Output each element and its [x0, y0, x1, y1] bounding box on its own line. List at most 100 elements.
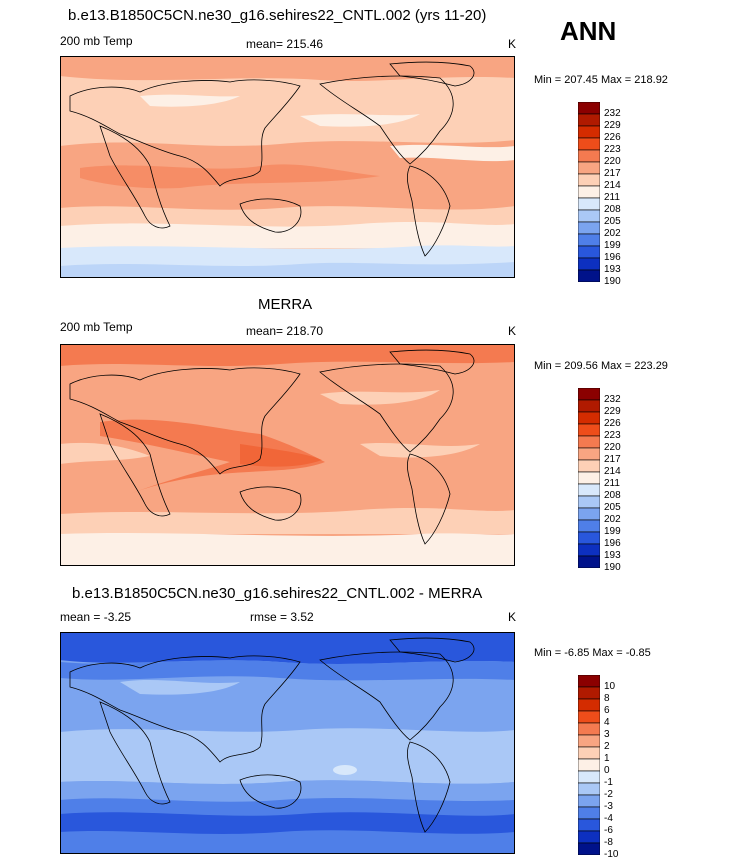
colorbar-tick-label: 199 [604, 526, 621, 537]
colorbar-swatch [577, 710, 601, 724]
colorbar-swatch [577, 423, 601, 437]
colorbar-tick-label: 0 [604, 765, 610, 776]
colorbar-tick-label: 223 [604, 430, 621, 441]
colorbar-tick-label: 196 [604, 538, 621, 549]
colorbar-tick-label: 223 [604, 144, 621, 155]
colorbar-tick-label: -1 [604, 777, 613, 788]
colorbar-tick-label: 10 [604, 681, 616, 692]
panel-2-units: K [508, 324, 517, 338]
colorbar-tick-label: -2 [604, 789, 613, 800]
panel-2-minmax: Min = 209.56 Max = 223.29 [534, 360, 668, 372]
colorbar-tick-label: 232 [604, 108, 621, 119]
colorbar-swatch [577, 209, 601, 223]
colorbar-swatch [577, 185, 601, 199]
panel-1-map [60, 56, 515, 278]
colorbar-swatch [577, 435, 601, 449]
colorbar-swatch [577, 459, 601, 473]
colorbar-swatch [577, 233, 601, 247]
colorbar-tick-label: 193 [604, 264, 621, 275]
colorbar-tick-label: 232 [604, 394, 621, 405]
panel-2-coastlines [69, 349, 475, 545]
colorbar-tick-label: 199 [604, 240, 621, 251]
colorbar-swatch [577, 411, 601, 425]
panel-3-coastlines [69, 637, 475, 833]
colorbar-tick-label: 208 [604, 490, 621, 501]
colorbar-tick-label: 4 [604, 717, 610, 728]
colorbar-swatch [577, 830, 601, 844]
colorbar-tick-label: 8 [604, 693, 610, 704]
colorbar-swatch [577, 245, 601, 259]
panel-1-variable-label: 200 mb Temp [60, 34, 133, 48]
colorbar-tick-label: 3 [604, 729, 610, 740]
colorbar-tick-label: 1 [604, 753, 610, 764]
panel-3-map [60, 632, 515, 854]
panel-1-title: b.e13.B1850C5CN.ne30_g16.sehires22_CNTL.… [68, 7, 487, 24]
panel-1-coastlines [69, 61, 475, 257]
panel-2-title: MERRA [258, 296, 313, 313]
colorbar-tick-label: 214 [604, 180, 621, 191]
colorbar-tick-label: 220 [604, 156, 621, 167]
colorbar-swatch [577, 149, 601, 163]
colorbar-swatch [577, 173, 601, 187]
colorbar-swatch [577, 734, 601, 748]
colorbar-swatch [577, 519, 601, 533]
colorbar-tick-label: -3 [604, 801, 613, 812]
panel-3-rmse-label: rmse = 3.52 [250, 610, 314, 624]
colorbar-tick-label: 190 [604, 562, 621, 573]
colorbar-tick-label: 229 [604, 120, 621, 131]
colorbar-swatch [577, 555, 601, 569]
colorbar-swatch [577, 674, 601, 688]
colorbar-tick-label: 202 [604, 228, 621, 239]
colorbar-swatch [577, 543, 601, 557]
panel-3-colorbar [577, 674, 601, 860]
colorbar-tick-label: 217 [604, 454, 621, 465]
colorbar-tick-label: 205 [604, 502, 621, 513]
colorbar-swatch [577, 842, 601, 856]
panel-3-mean-label: mean = -3.25 [60, 610, 132, 624]
colorbar-tick-label: 2 [604, 741, 610, 752]
colorbar-swatch [577, 161, 601, 175]
colorbar-swatch [577, 399, 601, 413]
colorbar-tick-label: 190 [604, 276, 621, 287]
panel-2-variable-label: 200 mb Temp [60, 320, 133, 334]
panel-2-colorbar-swatches [577, 387, 601, 569]
colorbar-swatch [577, 471, 601, 485]
panel-1-colorbar-swatches [577, 101, 601, 283]
colorbar-swatch [577, 794, 601, 808]
colorbar-swatch [577, 257, 601, 271]
panel-2-mean-label: mean= 218.70 [246, 324, 324, 338]
colorbar-tick-label: 229 [604, 406, 621, 417]
colorbar-swatch [577, 806, 601, 820]
colorbar-swatch [577, 137, 601, 151]
colorbar-tick-label: 211 [604, 192, 620, 203]
season-label: ANN [560, 16, 617, 46]
colorbar-tick-label: 208 [604, 204, 621, 215]
colorbar-tick-label: 211 [604, 478, 620, 489]
colorbar-tick-label: -4 [604, 813, 613, 824]
colorbar-tick-label: 193 [604, 550, 621, 561]
panel-3-units: K [508, 610, 517, 624]
panel-1-colorbar [577, 101, 601, 287]
colorbar-swatch [577, 746, 601, 760]
colorbar-tick-label: 205 [604, 216, 621, 227]
colorbar-tick-label: 6 [604, 705, 610, 716]
colorbar-swatch [577, 698, 601, 712]
panel-1-minmax: Min = 207.45 Max = 218.92 [534, 74, 668, 86]
colorbar-swatch [577, 531, 601, 545]
colorbar-swatch [577, 447, 601, 461]
colorbar-swatch [577, 483, 601, 497]
colorbar-tick-label: 226 [604, 132, 621, 143]
colorbar-swatch [577, 507, 601, 521]
colorbar-swatch [577, 758, 601, 772]
panel-3-minmax: Min = -6.85 Max = -0.85 [534, 647, 651, 659]
colorbar-swatch [577, 197, 601, 211]
colorbar-tick-label: 217 [604, 168, 621, 179]
colorbar-tick-label: 196 [604, 252, 621, 263]
colorbar-swatch [577, 387, 601, 401]
colorbar-tick-label: -10 [604, 849, 619, 860]
colorbar-swatch [577, 495, 601, 509]
colorbar-swatch [577, 221, 601, 235]
panel-1-mean-label: mean= 215.46 [246, 37, 324, 51]
colorbar-swatch [577, 722, 601, 736]
colorbar-tick-label: -8 [604, 837, 613, 848]
